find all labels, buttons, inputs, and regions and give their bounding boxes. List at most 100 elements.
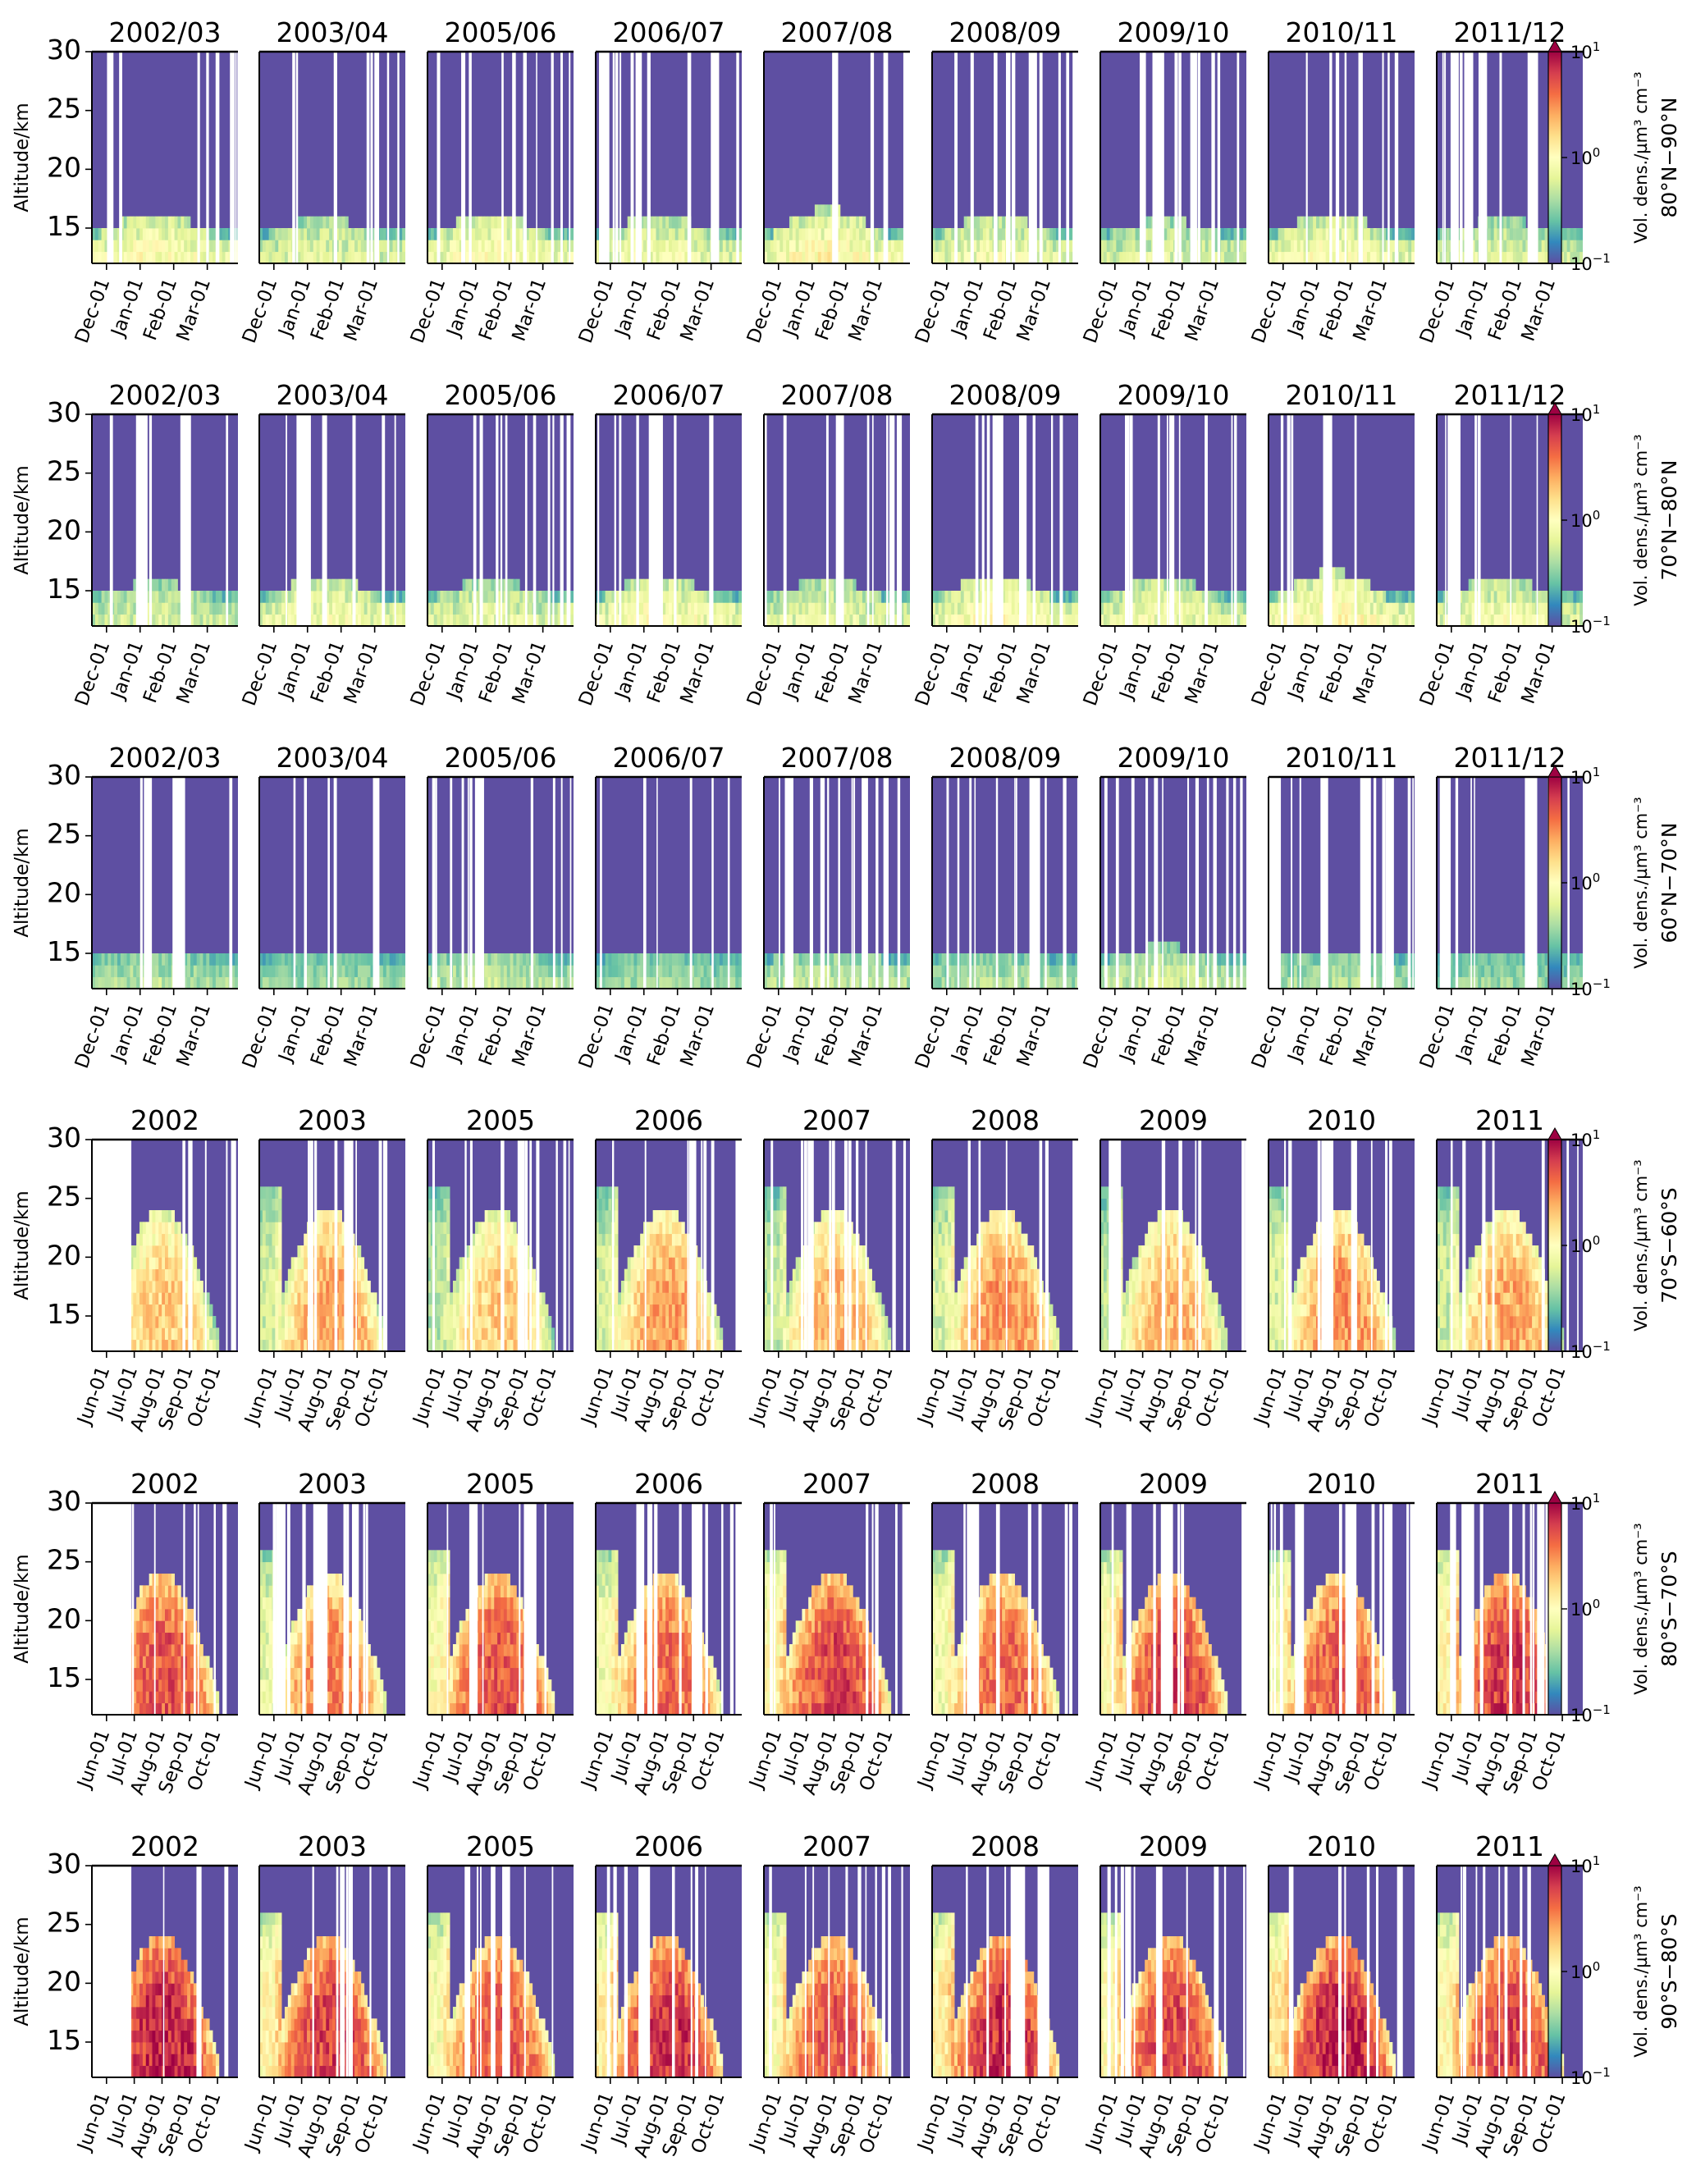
colorbar-tick-label: 100 xyxy=(1570,145,1600,168)
data-gap xyxy=(1126,1503,1130,1715)
data-gap xyxy=(883,52,887,263)
data-gap xyxy=(1345,1503,1357,1715)
heatmap-field xyxy=(259,1866,405,2077)
data-gap xyxy=(473,414,477,626)
colorbar-tick-label: 100 xyxy=(1570,1959,1600,1982)
data-gap xyxy=(1477,414,1481,626)
data-gap xyxy=(687,1140,689,1351)
data-gap xyxy=(1223,1866,1227,2077)
data-gap xyxy=(1482,1140,1486,1351)
x-tick-label: Dec-01 xyxy=(1080,276,1123,346)
data-gap xyxy=(1288,1140,1292,1351)
data-gap xyxy=(394,414,396,626)
data-gap xyxy=(482,1503,484,1715)
panel-title: 2009/10 xyxy=(1117,742,1229,774)
data-gap xyxy=(871,1503,874,1715)
data-gap xyxy=(709,414,713,626)
data-gap xyxy=(970,52,974,263)
data-gap xyxy=(109,414,113,626)
data-gap xyxy=(1107,1866,1111,2077)
data-gap xyxy=(286,1503,290,1715)
data-gap xyxy=(736,1140,739,1351)
y-tick-label: 25 xyxy=(47,1907,81,1939)
data-gap xyxy=(1498,1866,1501,2077)
data-gap xyxy=(476,1866,478,2077)
panel-title: 2007/08 xyxy=(780,16,893,48)
panel-0-0: 2002/03Dec-01Jan-01Feb-01Mar-0115202530A… xyxy=(11,16,238,346)
data-gap xyxy=(764,414,767,626)
heatmap-field xyxy=(259,52,405,263)
heatmap-field xyxy=(1100,414,1246,626)
data-gap xyxy=(1387,52,1390,263)
panel-title: 2009 xyxy=(1139,1830,1208,1862)
data-gap xyxy=(551,52,554,263)
panel-2-0: 2002/03Dec-01Jan-01Feb-01Mar-0115202530A… xyxy=(11,742,238,1071)
y-tick-label: 30 xyxy=(47,1122,81,1154)
data-gap xyxy=(1353,1140,1357,1351)
data-gap xyxy=(832,52,836,263)
data-gap xyxy=(855,1140,859,1351)
data-gap xyxy=(119,52,122,263)
data-gap xyxy=(1566,1140,1570,1351)
data-gap xyxy=(1077,777,1078,989)
data-gap xyxy=(1383,1503,1393,1715)
data-gap xyxy=(1577,1140,1579,1351)
colorbar-label: Vol. dens./µm³ cm⁻³ xyxy=(1631,434,1651,605)
data-gap xyxy=(885,52,889,263)
data-gap xyxy=(272,1503,277,1715)
data-gap xyxy=(1245,1140,1246,1351)
data-gap xyxy=(888,1866,891,2077)
data-gap xyxy=(1335,52,1340,263)
data-gap xyxy=(1072,52,1077,263)
data-gap xyxy=(1198,1140,1202,1351)
colorbar-tick-label: 10−1 xyxy=(1570,2065,1611,2088)
heatmap-field xyxy=(1269,1503,1415,1715)
data-gap xyxy=(139,777,143,989)
data-gap xyxy=(207,52,209,263)
data-gap xyxy=(519,1503,521,1715)
heatmap-field xyxy=(1100,1866,1246,2077)
x-tick-label: Jun-01 xyxy=(1250,1364,1291,1429)
data-gap xyxy=(647,1503,649,1715)
data-gap xyxy=(637,414,639,626)
row-region-label: 60°N−70°N xyxy=(1657,823,1681,944)
data-gap xyxy=(825,414,829,626)
heatmap-field xyxy=(596,1503,742,1715)
data-gap xyxy=(1125,414,1127,626)
data-gap xyxy=(688,52,692,263)
data-gap xyxy=(1111,1503,1114,1715)
colorbar-gradient xyxy=(1547,51,1562,264)
heatmap-field xyxy=(932,414,1078,626)
data-gap xyxy=(480,1866,482,2077)
data-gap xyxy=(1032,414,1036,626)
colorbar-gradient xyxy=(1547,1865,1562,2078)
data-gap xyxy=(801,1140,803,1351)
data-gap xyxy=(711,777,714,989)
data-gap xyxy=(656,777,658,989)
data-gap xyxy=(213,1503,216,1715)
data-gap xyxy=(355,1140,357,1351)
panel-title: 2003 xyxy=(298,1468,367,1500)
x-tick-label: Dec-01 xyxy=(575,276,619,346)
data-gap xyxy=(1527,52,1538,263)
colorbar-tick-label: 10−1 xyxy=(1570,976,1611,999)
data-gap xyxy=(544,1503,547,1715)
data-gap xyxy=(397,52,400,263)
y-tick-label: 25 xyxy=(47,818,81,850)
heatmap-field xyxy=(764,777,910,989)
panel-title: 2008/09 xyxy=(949,742,1061,774)
panel-title: 2005/06 xyxy=(444,379,556,411)
data-gap xyxy=(1232,777,1237,989)
data-gap xyxy=(1406,1503,1410,1715)
data-gap xyxy=(469,52,472,263)
y-tick-label: 25 xyxy=(47,1181,81,1213)
data-gap xyxy=(954,52,958,263)
